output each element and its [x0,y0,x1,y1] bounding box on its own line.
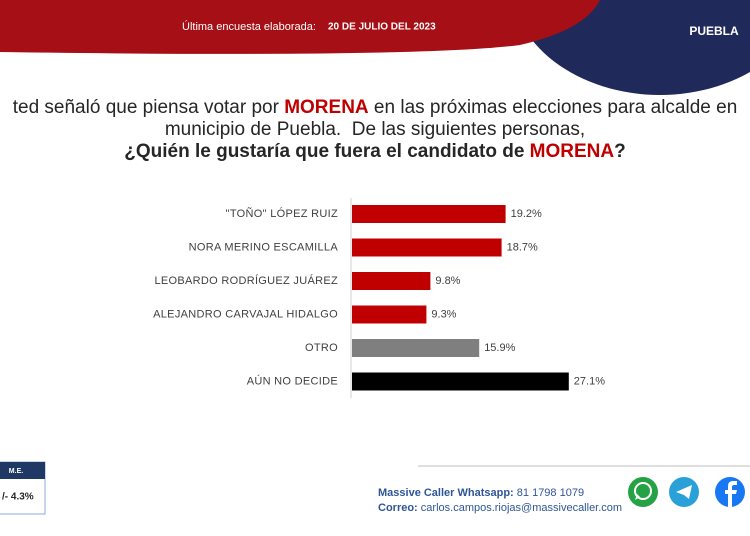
telegram-icon[interactable] [669,477,699,507]
whatsapp-icon[interactable] [628,477,658,507]
header-band [0,0,600,54]
question-text: ¿Quién le gustaría que fuera el candidat… [124,141,529,162]
value-label: 9.8% [435,275,460,287]
value-label: 19.2% [511,208,542,220]
region: PUEBLA [689,24,739,38]
question-highlight: MORENA [530,141,615,162]
category-label: LEOBARDO RODRÍGUEZ JUÁREZ [154,274,338,287]
bar [352,272,431,290]
footer-line: Correo: carlos.campos.riojas@massivecall… [378,502,622,514]
question-line: ¿Quién le gustaría que fuera el candidat… [124,141,625,162]
question-text: en las próximas elecciones para alcalde … [369,97,738,118]
category-label: ALEJANDRO CARVAJAL HIDALGO [153,308,338,320]
survey-date: 20 DE JULIO DEL 2023 [328,22,436,33]
footer-label: Correo: [378,502,418,514]
bar [352,238,502,257]
me-header [0,462,45,479]
footer-value: carlos.campos.riojas@massivecaller.com [421,502,622,514]
value-label: 18.7% [507,241,538,253]
question-text: ted señaló que piensa votar por [13,97,284,118]
bar [352,372,569,391]
value-label: 27.1% [574,375,605,387]
value-label: 15.9% [484,342,515,354]
question-text: ? [614,141,626,162]
bar [352,205,506,223]
footer-label: Massive Caller Whatsapp: [378,487,514,499]
category-label: NORA MERINO ESCAMILLA [189,241,339,253]
question-line: ted señaló que piensa votar por MORENA e… [13,97,738,118]
survey-label: Última encuesta elaborada: [182,20,316,33]
me-label: M.E. [9,468,23,475]
footer-value: 81 1798 1079 [517,487,584,499]
footer-line: Massive Caller Whatsapp: 81 1798 1079 [378,487,584,499]
question-highlight: MORENA [284,97,369,118]
me-value: /- 4.3% [2,492,34,503]
bar [352,305,427,324]
value-label: 9.3% [431,308,456,320]
category-label: OTRO [305,342,338,354]
category-label: "TOÑO" LÓPEZ RUIZ [226,207,338,220]
category-label: AÚN NO DECIDE [247,374,338,387]
question-line: municipio de Puebla. De las siguientes p… [165,119,585,140]
bars: "TOÑO" LÓPEZ RUIZ 19.2% NORA MERINO ESCAMI… [153,205,605,391]
bar [352,339,480,357]
facebook-icon[interactable] [715,477,745,507]
